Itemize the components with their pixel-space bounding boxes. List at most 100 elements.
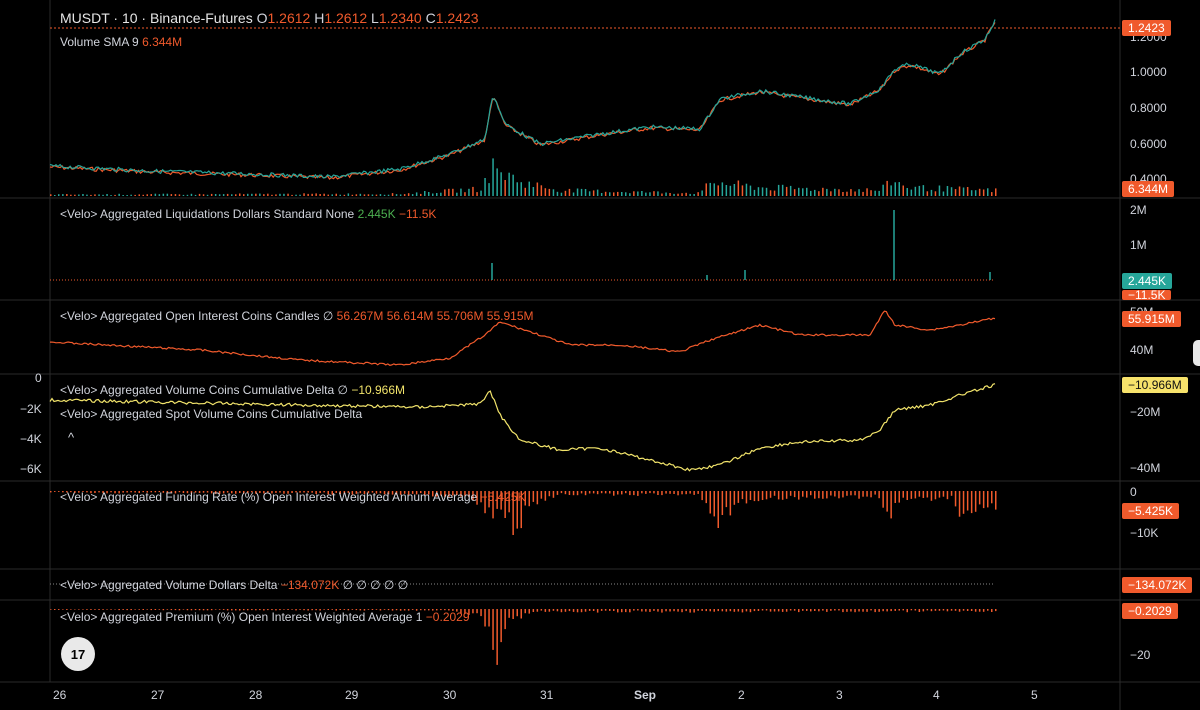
- volume-bar: [279, 193, 281, 196]
- premium-bar: [512, 609, 514, 619]
- funding-bar: [222, 491, 225, 494]
- premium-bar: [432, 609, 434, 611]
- funding-legend[interactable]: <Velo> Aggregated Funding Rate (%) Open …: [60, 490, 526, 504]
- premium-bar: [854, 609, 856, 613]
- funding-bar: [930, 491, 933, 501]
- volume-bar: [560, 192, 563, 196]
- volume-bar: [295, 194, 297, 196]
- volume-dollars-legend[interactable]: <Velo> Aggregated Volume Dollars Delta −…: [60, 578, 408, 592]
- volume-bar: [966, 187, 969, 196]
- funding-bar: [500, 491, 502, 510]
- hidden-icon[interactable]: ∅: [337, 383, 348, 397]
- funding-bar: [194, 491, 197, 493]
- date-label: 5: [1031, 688, 1038, 702]
- volume-bar: [496, 168, 498, 196]
- volume-bar: [576, 188, 579, 196]
- hidden-icon[interactable]: ∅: [322, 309, 334, 323]
- funding-bar: [428, 491, 430, 495]
- funding-bar: [122, 491, 124, 493]
- premium-bar: [424, 609, 426, 611]
- funding-bar: [90, 491, 92, 494]
- symbol-name: MUSDT · 10 · Binance-Futures: [60, 10, 253, 26]
- volume-bar: [106, 194, 108, 196]
- funding-bar: [524, 491, 526, 506]
- volume-bar: [765, 187, 768, 196]
- premium-bar: [954, 609, 957, 611]
- funding-bar: [858, 491, 860, 499]
- funding-bar: [468, 491, 470, 498]
- volume-value: 6.344M: [142, 35, 183, 49]
- price-axis-label: 0.8000: [1130, 101, 1167, 115]
- funding-bar: [231, 491, 233, 494]
- premium-bar: [793, 609, 796, 611]
- side-panel-handle[interactable]: [1193, 340, 1200, 366]
- liquidations-legend[interactable]: <Velo> Aggregated Liquidations Dollars S…: [60, 207, 436, 221]
- volume-bar: [440, 192, 442, 196]
- funding-bar: [267, 491, 269, 493]
- volume-bar: [781, 184, 784, 196]
- volume-bar: [753, 189, 756, 196]
- volume-bar: [58, 194, 60, 196]
- hidden-icons[interactable]: ∅ ∅ ∅ ∅ ∅: [342, 578, 409, 592]
- premium-bar: [106, 609, 108, 610]
- premium-bar: [886, 609, 888, 612]
- funding-bar: [838, 491, 840, 499]
- volume-bar: [355, 194, 358, 196]
- funding-bar: [371, 491, 374, 493]
- volume-bar: [178, 194, 181, 196]
- funding-bar: [218, 491, 221, 494]
- liquidations-label: <Velo> Aggregated Liquidations Dollars S…: [60, 207, 355, 221]
- volume-bar: [500, 172, 502, 196]
- funding-bar: [830, 491, 832, 496]
- premium-bar: [78, 609, 80, 610]
- premium-bar: [110, 609, 112, 610]
- funding-bar: [826, 491, 828, 499]
- funding-bar: [214, 491, 217, 494]
- premium-bar: [492, 609, 494, 650]
- premium-bar: [818, 609, 820, 612]
- funding-bar: [343, 491, 346, 494]
- date-label: 31: [540, 688, 554, 702]
- funding-bar: [110, 491, 112, 493]
- premium-legend[interactable]: <Velo> Aggregated Premium (%) Open Inter…: [60, 610, 470, 624]
- open-interest-legend[interactable]: <Velo> Aggregated Open Interest Coins Ca…: [60, 309, 534, 323]
- volume-bar: [307, 193, 309, 196]
- volume-bar: [685, 192, 687, 196]
- premium-bar: [62, 609, 64, 610]
- date-label: Sep: [634, 688, 657, 702]
- volume-bar: [460, 188, 462, 196]
- volume-delta-value: −10.966M: [351, 383, 406, 397]
- funding-bar: [922, 491, 925, 498]
- funding-bar: [106, 491, 108, 494]
- funding-bar: [255, 491, 257, 494]
- funding-bar: [424, 491, 426, 495]
- premium-bar: [395, 609, 398, 611]
- tradingview-logo[interactable]: 17: [61, 637, 95, 671]
- symbol-title[interactable]: MUSDT · 10 · Binance-Futures O1.2612 H1.…: [60, 10, 479, 26]
- premium-bar: [733, 609, 736, 612]
- volume-legend[interactable]: Volume SMA 9 6.344M: [60, 35, 182, 49]
- premium-bar: [456, 609, 458, 612]
- volume-bar: [267, 193, 269, 196]
- volume-bar: [415, 192, 418, 196]
- funding-bar: [822, 491, 824, 499]
- volume-bar: [214, 194, 217, 196]
- volume-bar: [86, 194, 88, 196]
- spot-volume-delta-legend[interactable]: <Velo> Aggregated Spot Volume Coins Cumu…: [60, 407, 362, 421]
- premium-bar: [721, 609, 724, 612]
- collapse-caret-icon[interactable]: ^: [68, 430, 75, 445]
- volume-bar: [749, 185, 752, 196]
- premium-bar: [504, 609, 506, 630]
- funding-bar: [970, 491, 973, 514]
- volume-bar: [255, 193, 257, 196]
- funding-bar: [874, 491, 876, 495]
- premium-bar: [239, 609, 241, 611]
- funding-bar: [629, 491, 631, 496]
- volume-bar: [226, 193, 229, 196]
- volume-delta-legend[interactable]: <Velo> Aggregated Volume Coins Cumulativ…: [60, 383, 405, 397]
- premium-bar: [126, 609, 128, 611]
- premium-bar: [528, 609, 530, 614]
- volume-bar: [532, 187, 535, 196]
- premium-bar: [781, 609, 784, 612]
